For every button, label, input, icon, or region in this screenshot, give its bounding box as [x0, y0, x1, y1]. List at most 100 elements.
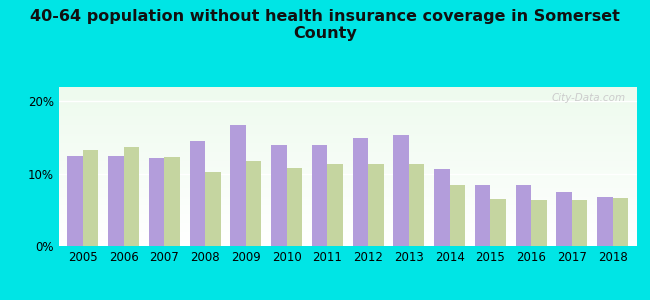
- Bar: [58, 138, 637, 139]
- Bar: [58, 126, 637, 127]
- Bar: [58, 244, 637, 245]
- Bar: [58, 240, 637, 241]
- Bar: [58, 95, 637, 96]
- Bar: [58, 90, 637, 91]
- Bar: [287, 168, 302, 246]
- Bar: [68, 156, 83, 246]
- Bar: [58, 93, 637, 94]
- Bar: [58, 176, 637, 177]
- Bar: [58, 190, 637, 191]
- Bar: [353, 138, 368, 246]
- Bar: [58, 236, 637, 237]
- Bar: [190, 141, 205, 246]
- Bar: [58, 232, 637, 233]
- Bar: [58, 241, 637, 242]
- Bar: [58, 146, 637, 147]
- Bar: [58, 96, 637, 97]
- Bar: [58, 94, 637, 95]
- Bar: [58, 88, 637, 89]
- Bar: [58, 208, 637, 209]
- Bar: [58, 206, 637, 207]
- Bar: [58, 233, 637, 234]
- Bar: [58, 221, 637, 222]
- Bar: [58, 213, 637, 214]
- Bar: [58, 120, 637, 121]
- Bar: [58, 219, 637, 220]
- Bar: [58, 111, 637, 112]
- Bar: [434, 169, 450, 246]
- Bar: [58, 229, 637, 230]
- Bar: [58, 196, 637, 197]
- Bar: [58, 137, 637, 138]
- Bar: [205, 172, 220, 246]
- Text: City-Data.com: City-Data.com: [551, 93, 625, 103]
- Bar: [58, 227, 637, 228]
- Bar: [58, 226, 637, 227]
- Bar: [58, 172, 637, 173]
- Bar: [58, 210, 637, 211]
- Bar: [58, 162, 637, 163]
- Bar: [58, 97, 637, 98]
- Bar: [58, 212, 637, 213]
- Bar: [58, 156, 637, 157]
- Bar: [58, 135, 637, 136]
- Bar: [58, 139, 637, 140]
- Bar: [58, 147, 637, 148]
- Bar: [58, 204, 637, 205]
- Bar: [58, 180, 637, 181]
- Bar: [58, 100, 637, 101]
- Bar: [515, 184, 531, 246]
- Bar: [58, 112, 637, 113]
- Bar: [58, 159, 637, 160]
- Bar: [58, 243, 637, 244]
- Bar: [271, 145, 287, 246]
- Bar: [58, 167, 637, 168]
- Bar: [58, 178, 637, 179]
- Bar: [475, 184, 490, 246]
- Bar: [58, 154, 637, 155]
- Bar: [58, 152, 637, 153]
- Bar: [58, 186, 637, 187]
- Bar: [58, 115, 637, 116]
- Bar: [58, 182, 637, 183]
- Bar: [58, 117, 637, 118]
- Bar: [58, 110, 637, 111]
- Bar: [58, 150, 637, 151]
- Bar: [572, 200, 588, 246]
- Bar: [58, 125, 637, 126]
- Bar: [58, 122, 637, 123]
- Bar: [58, 133, 637, 134]
- Bar: [58, 231, 637, 232]
- Bar: [58, 124, 637, 125]
- Bar: [531, 200, 547, 246]
- Bar: [58, 127, 637, 128]
- Bar: [58, 121, 637, 122]
- Bar: [124, 147, 139, 246]
- Text: 40-64 population without health insurance coverage in Somerset
County: 40-64 population without health insuranc…: [30, 9, 620, 41]
- Bar: [328, 164, 343, 246]
- Bar: [58, 228, 637, 229]
- Bar: [58, 130, 637, 131]
- Bar: [58, 118, 637, 119]
- Bar: [58, 160, 637, 161]
- Bar: [58, 166, 637, 167]
- Bar: [58, 230, 637, 231]
- Bar: [58, 168, 637, 169]
- Bar: [58, 223, 637, 224]
- Bar: [58, 134, 637, 135]
- Bar: [58, 184, 637, 185]
- Bar: [58, 175, 637, 176]
- Bar: [230, 124, 246, 246]
- Bar: [58, 158, 637, 159]
- Bar: [58, 153, 637, 154]
- Bar: [58, 119, 637, 120]
- Bar: [58, 170, 637, 171]
- Bar: [58, 91, 637, 92]
- Bar: [58, 109, 637, 110]
- Bar: [58, 148, 637, 149]
- Bar: [409, 164, 424, 246]
- Bar: [108, 156, 124, 246]
- Bar: [58, 225, 637, 226]
- Bar: [58, 101, 637, 102]
- Bar: [58, 217, 637, 218]
